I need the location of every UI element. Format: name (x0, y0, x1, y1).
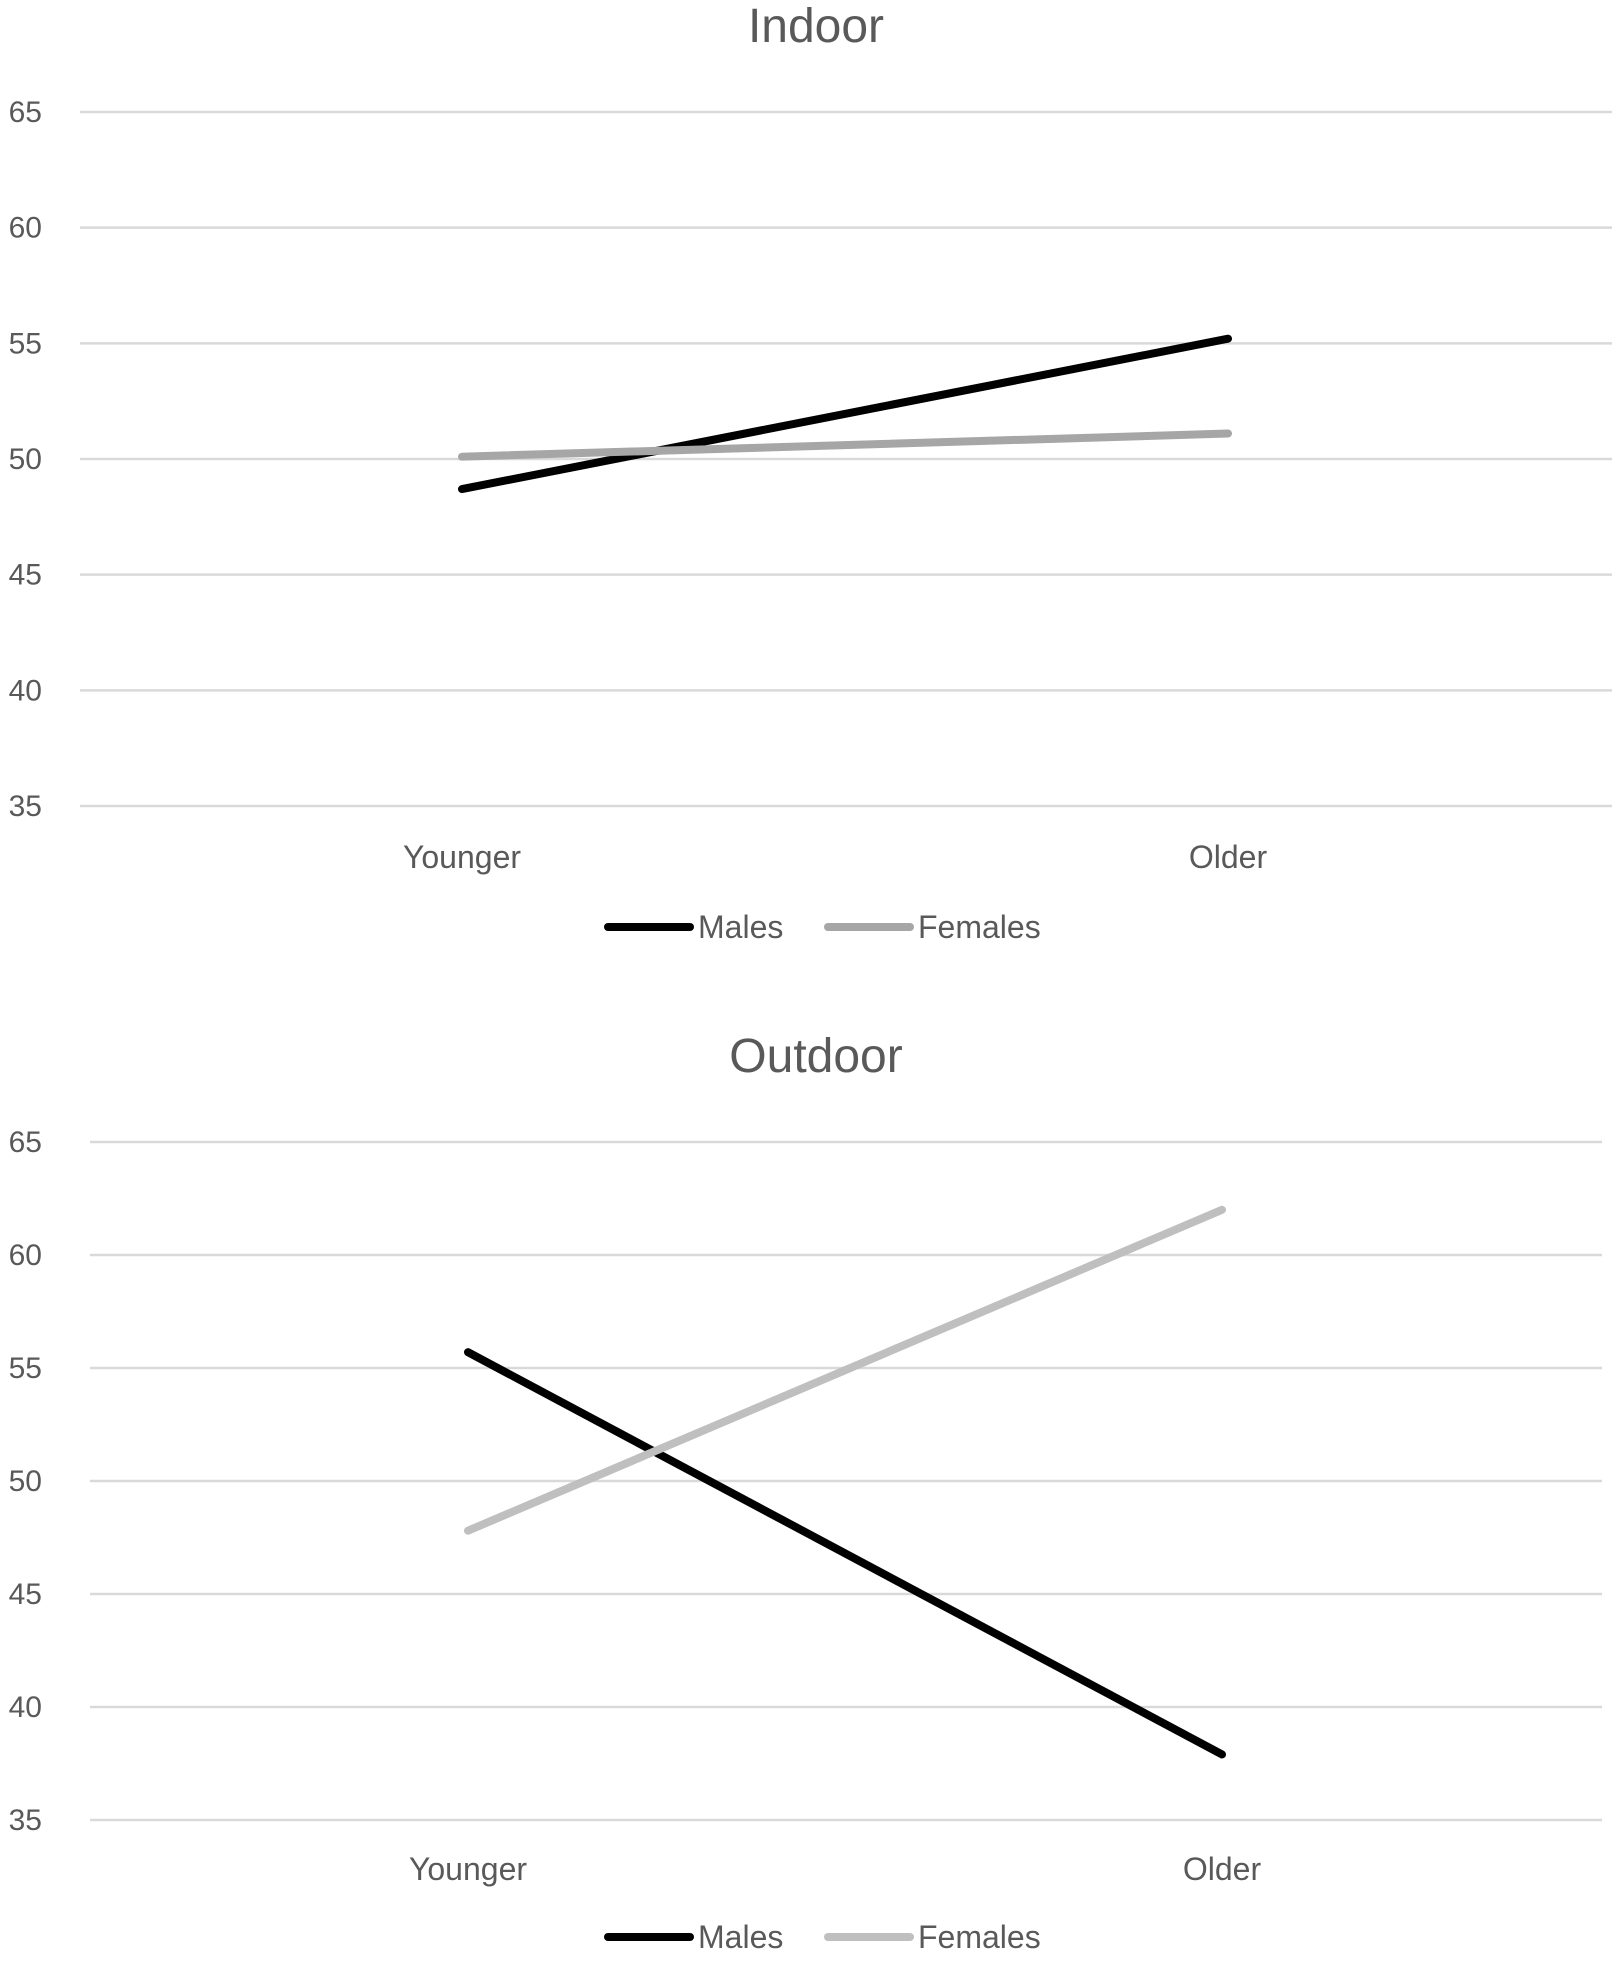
y-tick-label: 50 (9, 1465, 42, 1498)
chart-title: Indoor (748, 0, 884, 53)
chart-0: Indoor 35 40 45 50 55 60 65 Younger Older Males Fem… (9, 0, 1612, 945)
series-line-males (458, 334, 1232, 494)
y-tick-label: 35 (9, 1804, 42, 1837)
chart-1: Outdoor 35 40 45 50 55 60 65 Younger Older Males Fe… (9, 1030, 1602, 1955)
y-tick-label: 60 (9, 212, 42, 245)
series-line-males (464, 1348, 1226, 1759)
y-tick-label: 55 (9, 327, 42, 360)
y-tick-label: 45 (9, 559, 42, 592)
legend-label: Males (698, 909, 783, 945)
chart-title: Outdoor (729, 1030, 902, 1083)
y-tick-label: 65 (9, 96, 42, 129)
series-line-females (458, 429, 1232, 461)
y-tick-label: 40 (9, 674, 42, 707)
x-category-label: Older (1183, 1851, 1262, 1887)
y-tick-label: 50 (9, 443, 42, 476)
legend-label: Females (918, 909, 1041, 945)
y-tick-label: 60 (9, 1239, 42, 1272)
y-tick-label: 35 (9, 790, 42, 823)
x-category-label: Younger (403, 839, 521, 875)
y-tick-label: 55 (9, 1352, 42, 1385)
legend-label: Males (698, 1919, 783, 1955)
y-tick-label: 65 (9, 1126, 42, 1159)
x-category-label: Older (1189, 839, 1268, 875)
series-line-females (464, 1205, 1226, 1535)
y-tick-label: 45 (9, 1578, 42, 1611)
y-tick-label: 40 (9, 1691, 42, 1724)
x-category-label: Younger (409, 1851, 527, 1887)
legend-label: Females (918, 1919, 1041, 1955)
